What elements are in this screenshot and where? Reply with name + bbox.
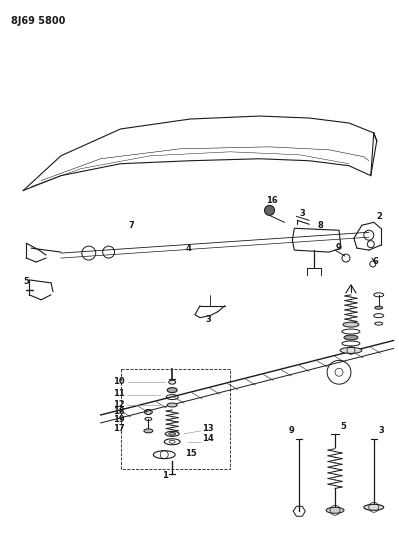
- Text: 18: 18: [113, 408, 124, 416]
- Text: 3: 3: [206, 315, 212, 324]
- Text: 6: 6: [373, 256, 379, 265]
- Text: 16: 16: [266, 196, 277, 205]
- Text: 15: 15: [185, 449, 197, 458]
- Text: 3: 3: [299, 209, 305, 218]
- Text: 1: 1: [162, 471, 168, 480]
- Text: 11: 11: [113, 389, 124, 398]
- Ellipse shape: [344, 335, 358, 340]
- Text: 9: 9: [288, 426, 294, 435]
- Ellipse shape: [169, 432, 176, 435]
- Text: 5: 5: [340, 422, 346, 431]
- Ellipse shape: [169, 380, 176, 384]
- Text: 19: 19: [113, 415, 124, 424]
- Text: 3: 3: [379, 426, 385, 435]
- Text: 8: 8: [317, 221, 323, 230]
- Text: 17: 17: [113, 424, 124, 433]
- Circle shape: [265, 205, 275, 215]
- Ellipse shape: [167, 387, 177, 393]
- Text: 14: 14: [202, 434, 214, 443]
- Text: 12: 12: [113, 400, 124, 408]
- Text: 5: 5: [23, 277, 29, 286]
- Text: 2: 2: [377, 212, 383, 221]
- Ellipse shape: [167, 403, 177, 407]
- Ellipse shape: [144, 429, 153, 433]
- Text: 13: 13: [202, 424, 213, 433]
- Text: 10: 10: [113, 377, 124, 386]
- Text: 8J69 5800: 8J69 5800: [11, 16, 66, 26]
- Ellipse shape: [375, 306, 383, 309]
- Ellipse shape: [326, 507, 344, 513]
- Ellipse shape: [340, 348, 362, 353]
- Text: 7: 7: [128, 221, 134, 230]
- Ellipse shape: [364, 504, 384, 510]
- Text: 4: 4: [185, 244, 191, 253]
- Text: 9: 9: [336, 243, 342, 252]
- Ellipse shape: [343, 322, 359, 327]
